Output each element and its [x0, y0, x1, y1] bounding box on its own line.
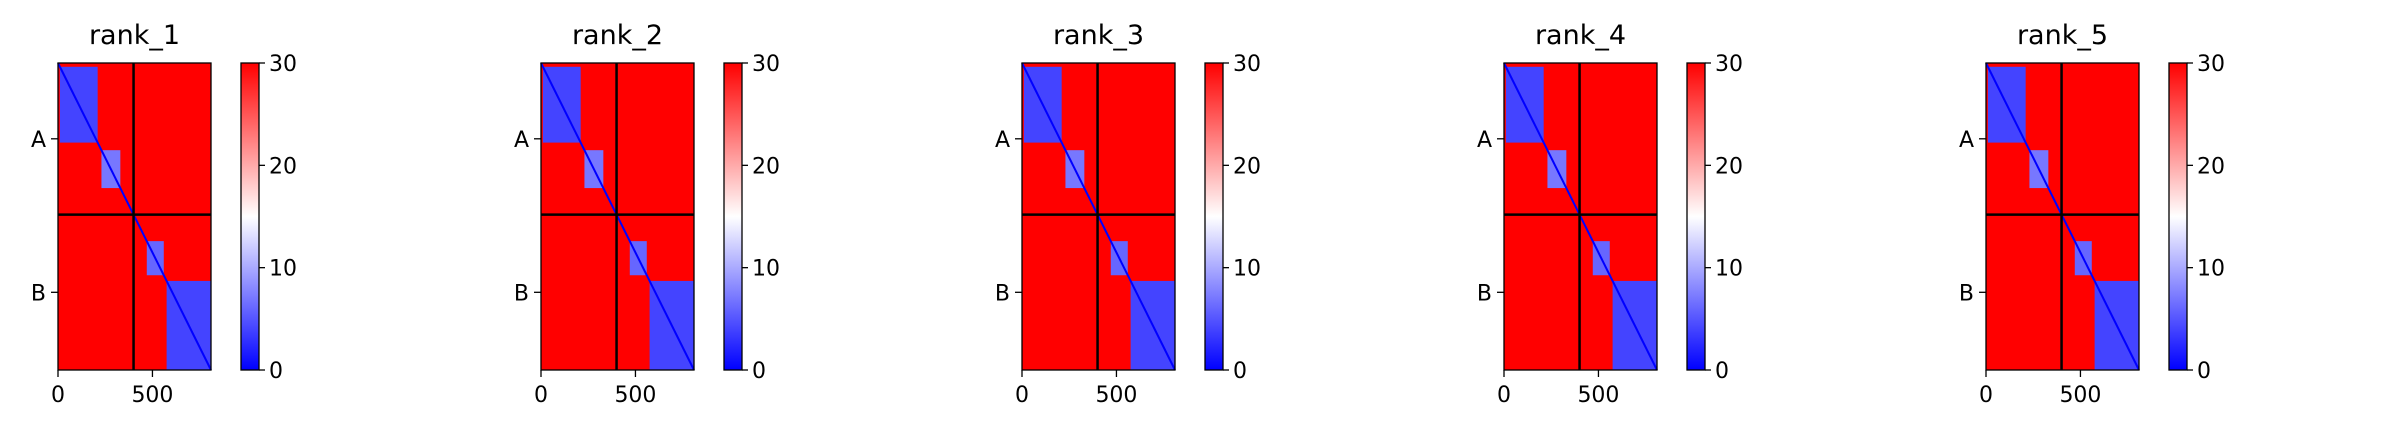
x-tick-label: 0 [534, 383, 548, 408]
colorbar [1204, 62, 1224, 371]
colorbar-tick-label: 30 [1715, 52, 1743, 77]
colorbar-tick-label: 0 [269, 359, 283, 384]
x-tick-label: 0 [1015, 383, 1029, 408]
colorbar-tick-label: 30 [2197, 52, 2225, 77]
y-tick-label: B [1959, 281, 1974, 306]
panel-title: rank_3 [1053, 20, 1144, 51]
colorbar-tick-label: 20 [2197, 154, 2225, 179]
heatmap-panel-2: rank_2 0 500 A B 0 10 20 30 [514, 20, 780, 408]
heatmap-panel-4: rank_4 0 500 A B 0 10 20 30 [1477, 20, 1743, 408]
y-tick-label: A [514, 128, 529, 153]
y-tick-label: B [995, 281, 1010, 306]
x-tick-label: 500 [2059, 383, 2101, 408]
colorbar-tick-label: 30 [1233, 52, 1261, 77]
x-tick-label: 0 [51, 383, 65, 408]
colorbar-tick-label: 20 [269, 154, 297, 179]
colorbar-tick-label: 20 [1233, 154, 1261, 179]
colorbar [2168, 62, 2188, 371]
heatmap-panel-1: rank_1 0 500 A B 0 10 20 30 [31, 20, 297, 408]
axes-frame [540, 62, 695, 371]
y-tick-label: B [1477, 281, 1492, 306]
heatmap-panel-5: rank_5 0 500 A B 0 10 20 30 [1959, 20, 2225, 408]
panel-title: rank_2 [572, 20, 663, 51]
colorbar-tick-label: 20 [1715, 154, 1743, 179]
colorbar-tick-label: 10 [752, 257, 780, 282]
colorbar-tick-label: 10 [1233, 257, 1261, 282]
axes-frame [1503, 62, 1658, 371]
panel-title: rank_4 [1535, 20, 1626, 51]
colorbar-tick-label: 10 [269, 257, 297, 282]
colorbar-tick-label: 0 [1715, 359, 1729, 384]
axes-frame [1021, 62, 1176, 371]
y-tick-label: A [1477, 128, 1492, 153]
y-tick-label: A [995, 128, 1010, 153]
colorbar [240, 62, 260, 371]
panel-title: rank_5 [2017, 20, 2108, 51]
colorbar [1686, 62, 1706, 371]
colorbar [723, 62, 743, 371]
axes-frame [1985, 62, 2140, 371]
x-tick-label: 0 [1979, 383, 1993, 408]
colorbar-tick-label: 20 [752, 154, 780, 179]
heatmap-panel-3: rank_3 0 500 A B 0 10 20 30 [995, 20, 1261, 408]
colorbar-tick-label: 0 [1233, 359, 1247, 384]
colorbar-tick-label: 0 [752, 359, 766, 384]
colorbar-tick-label: 30 [752, 52, 780, 77]
y-tick-label: A [1959, 128, 1974, 153]
colorbar-tick-label: 10 [1715, 257, 1743, 282]
x-tick-label: 0 [1497, 383, 1511, 408]
panel-title: rank_1 [89, 20, 180, 51]
y-tick-label: B [31, 281, 46, 306]
colorbar-tick-label: 30 [269, 52, 297, 77]
colorbar-tick-label: 0 [2197, 359, 2211, 384]
y-tick-label: B [514, 281, 529, 306]
x-tick-label: 500 [1095, 383, 1137, 408]
x-tick-label: 500 [1577, 383, 1619, 408]
y-tick-label: A [31, 128, 46, 153]
x-tick-label: 500 [131, 383, 173, 408]
x-tick-label: 500 [614, 383, 656, 408]
colorbar-tick-label: 10 [2197, 257, 2225, 282]
axes-frame [57, 62, 212, 371]
